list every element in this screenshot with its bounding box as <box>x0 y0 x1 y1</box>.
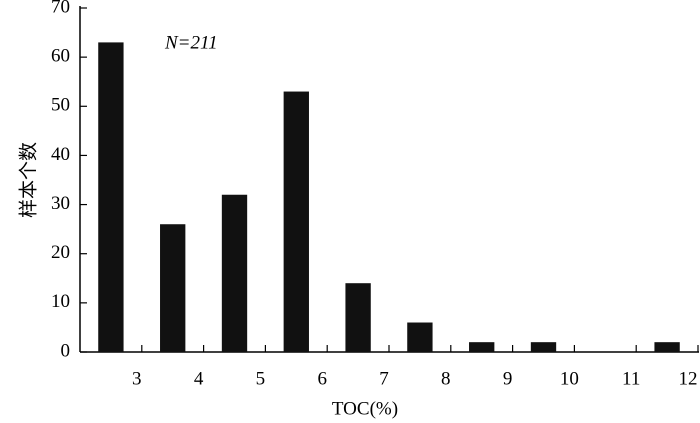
y-tick-label: 20 <box>51 242 70 263</box>
annotation: N=211 <box>164 32 218 53</box>
y-tick-label: 30 <box>51 193 70 214</box>
x-tick-label: 8 <box>441 368 451 389</box>
bar <box>283 91 309 353</box>
y-tick-label: 40 <box>51 144 70 165</box>
x-tick-label: 3 <box>132 368 142 389</box>
bar <box>469 342 495 352</box>
x-tick-label: 7 <box>379 368 389 389</box>
x-axis-label: TOC(%) <box>332 398 398 419</box>
y-tick-label: 50 <box>51 95 70 116</box>
bar <box>160 224 186 352</box>
y-axis-label: 样本个数 <box>17 142 39 218</box>
bar <box>345 283 371 352</box>
bar <box>221 194 248 352</box>
x-tick-label: 11 <box>622 368 640 389</box>
bar <box>654 342 680 352</box>
bar <box>98 42 124 353</box>
x-tick-label: 9 <box>503 368 513 389</box>
bar <box>407 322 433 352</box>
x-tick-label: 12 <box>679 368 698 389</box>
x-tick-label: 10 <box>560 368 579 389</box>
x-tick-label: 4 <box>194 368 204 389</box>
y-tick-label: 60 <box>51 46 70 67</box>
x-tick-label: 5 <box>256 368 266 389</box>
y-tick-label: 10 <box>51 291 70 312</box>
y-tick-label: 70 <box>51 0 70 17</box>
y-tick-label: 0 <box>61 340 71 361</box>
bar <box>530 342 557 352</box>
x-tick-label: 6 <box>317 368 327 389</box>
